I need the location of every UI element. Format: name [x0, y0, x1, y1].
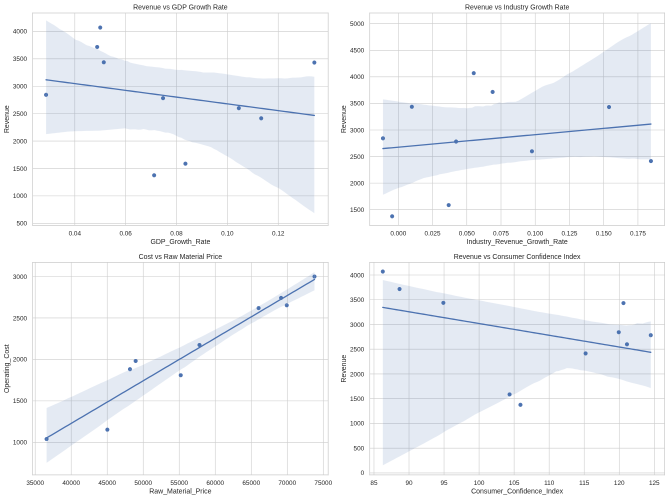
svg-text:50000: 50000 — [134, 480, 152, 487]
svg-text:110: 110 — [544, 480, 555, 487]
svg-text:4000: 4000 — [350, 272, 365, 279]
svg-text:Revenue vs GDP Growth Rate: Revenue vs GDP Growth Rate — [133, 5, 228, 12]
svg-text:70000: 70000 — [278, 480, 296, 487]
svg-text:1000: 1000 — [350, 421, 365, 428]
svg-text:0.000: 0.000 — [390, 231, 406, 238]
svg-text:125: 125 — [649, 480, 660, 487]
svg-text:4000: 4000 — [13, 29, 28, 36]
svg-text:1500: 1500 — [350, 396, 365, 403]
svg-text:85: 85 — [370, 480, 378, 487]
svg-text:Revenue vs Consumer Confidence: Revenue vs Consumer Confidence Index — [454, 254, 581, 261]
svg-text:Consumer_Confidence_Index: Consumer_Confidence_Index — [471, 489, 564, 496]
svg-text:0: 0 — [361, 470, 365, 477]
svg-text:55000: 55000 — [170, 480, 188, 487]
svg-text:Revenue: Revenue — [4, 105, 11, 133]
svg-text:90: 90 — [405, 480, 413, 487]
svg-text:2500: 2500 — [13, 315, 28, 322]
svg-text:3000: 3000 — [13, 274, 28, 281]
svg-text:0.04: 0.04 — [69, 231, 82, 238]
svg-text:75000: 75000 — [314, 480, 332, 487]
svg-text:GDP_Growth_Rate: GDP_Growth_Rate — [150, 239, 210, 246]
svg-text:65000: 65000 — [242, 480, 260, 487]
svg-text:Industry_Revenue_Growth_Rate: Industry_Revenue_Growth_Rate — [467, 239, 568, 246]
svg-text:0.10: 0.10 — [221, 231, 234, 238]
svg-text:3000: 3000 — [350, 322, 365, 329]
svg-text:95: 95 — [441, 480, 449, 487]
svg-text:100: 100 — [474, 480, 485, 487]
svg-text:2000: 2000 — [13, 357, 28, 364]
svg-text:40000: 40000 — [62, 480, 80, 487]
svg-text:3000: 3000 — [13, 84, 28, 91]
svg-text:35000: 35000 — [26, 480, 44, 487]
svg-text:0.050: 0.050 — [459, 231, 475, 238]
svg-text:0.125: 0.125 — [561, 231, 577, 238]
svg-text:0.175: 0.175 — [630, 231, 646, 238]
svg-text:115: 115 — [579, 480, 590, 487]
svg-text:105: 105 — [509, 480, 520, 487]
svg-text:2000: 2000 — [350, 180, 365, 187]
svg-text:1500: 1500 — [350, 207, 365, 214]
svg-text:2500: 2500 — [350, 154, 365, 161]
svg-text:2500: 2500 — [350, 347, 365, 354]
svg-text:Revenue: Revenue — [341, 105, 348, 133]
svg-text:Raw_Material_Price: Raw_Material_Price — [149, 489, 211, 496]
svg-text:5000: 5000 — [350, 21, 365, 28]
svg-text:1000: 1000 — [13, 193, 28, 200]
svg-text:Cost vs Raw Material Price: Cost vs Raw Material Price — [139, 254, 223, 261]
svg-text:4500: 4500 — [350, 48, 365, 55]
svg-text:0.025: 0.025 — [425, 231, 441, 238]
svg-text:2000: 2000 — [13, 138, 28, 145]
svg-text:0.150: 0.150 — [596, 231, 612, 238]
svg-text:3500: 3500 — [13, 56, 28, 63]
svg-text:1000: 1000 — [13, 440, 28, 447]
svg-text:Operating_Cost: Operating_Cost — [4, 344, 11, 393]
svg-text:2000: 2000 — [350, 371, 365, 378]
svg-text:500: 500 — [354, 445, 365, 452]
svg-text:0.12: 0.12 — [272, 231, 285, 238]
svg-text:Revenue vs Industry Growth Rat: Revenue vs Industry Growth Rate — [465, 5, 569, 12]
svg-text:500: 500 — [16, 221, 27, 228]
svg-text:1500: 1500 — [13, 166, 28, 173]
svg-text:0.100: 0.100 — [527, 231, 543, 238]
svg-text:0.08: 0.08 — [170, 231, 183, 238]
svg-text:1500: 1500 — [13, 398, 28, 405]
svg-text:Revenue: Revenue — [341, 355, 348, 383]
svg-text:45000: 45000 — [98, 480, 116, 487]
svg-text:3500: 3500 — [350, 297, 365, 304]
svg-text:0.06: 0.06 — [119, 231, 132, 238]
svg-text:120: 120 — [614, 480, 625, 487]
svg-text:60000: 60000 — [206, 480, 224, 487]
svg-text:3000: 3000 — [350, 127, 365, 134]
svg-text:4000: 4000 — [350, 74, 365, 81]
svg-text:0.075: 0.075 — [493, 231, 509, 238]
svg-text:2500: 2500 — [13, 111, 28, 118]
svg-text:3500: 3500 — [350, 101, 365, 108]
